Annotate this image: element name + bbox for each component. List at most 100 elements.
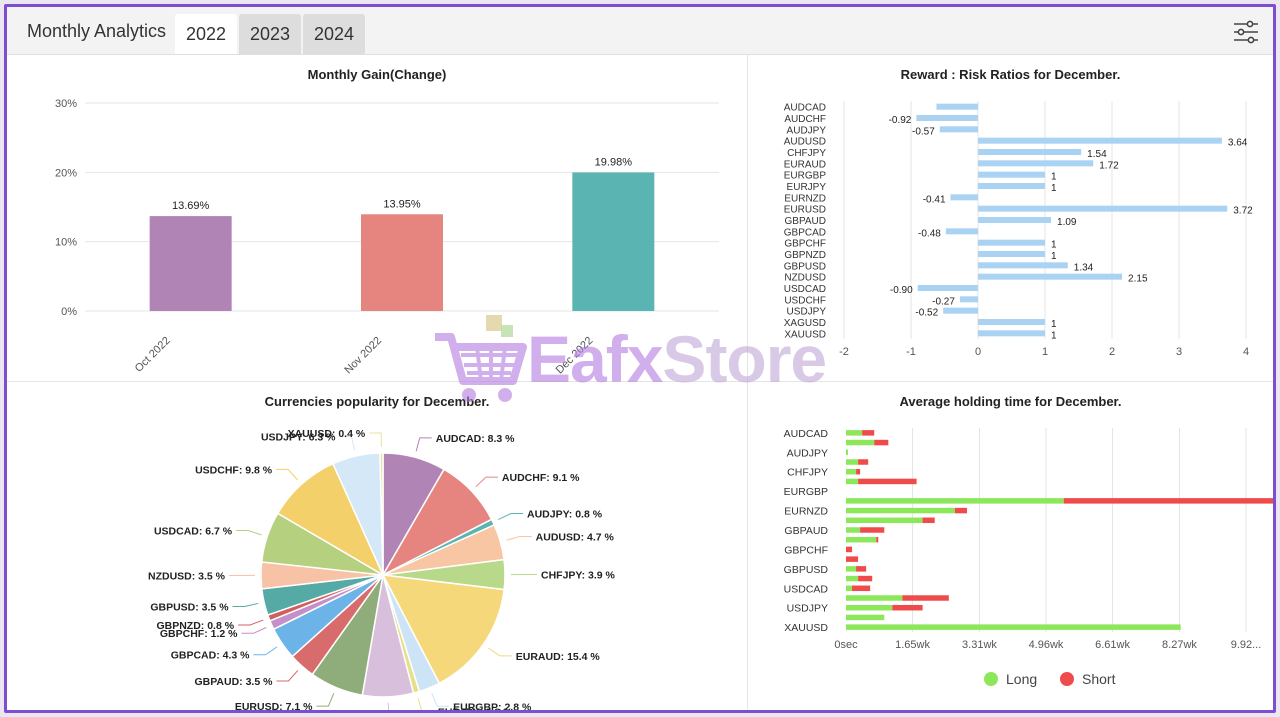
- pie-slice-label: XAUUSD: 0.4 %: [288, 428, 366, 440]
- rr-bar-data-label: 1: [1051, 240, 1057, 251]
- pie-slice-label: EURGBP: 2.8 %: [453, 701, 532, 712]
- hold-bar-long: [846, 439, 875, 446]
- pie-chart-title: Currencies popularity for December.: [264, 394, 490, 409]
- rr-bar-data-label: 3.72: [1233, 206, 1253, 217]
- hold-bar-short: [954, 507, 967, 514]
- hold-xtick-label: 8.27wk: [1162, 639, 1197, 651]
- rr-category-label: EURGBP: [784, 171, 827, 182]
- rr-bar: [978, 239, 1045, 246]
- pie-slice: [276, 462, 385, 577]
- rr-category-label: XAUUSD: [784, 329, 826, 340]
- gain-panel: Monthly Gain(Change) 0% 10% 20% 30% 13.69% Oc…: [7, 55, 747, 381]
- rr-bar: [978, 160, 1094, 167]
- hold-xtick-label: 0sec: [834, 639, 858, 651]
- pie-connector-line: [475, 476, 498, 488]
- pie-slice-label: USDCHF: 9.8 %: [195, 464, 273, 476]
- pie-slice: [379, 452, 384, 576]
- pie-slice-label: GBPCHF: 1.2 %: [160, 628, 238, 640]
- hold-bar-short: [874, 439, 889, 446]
- rr-category-label: EURJPY: [787, 182, 827, 193]
- rr-bar-data-label: 1.72: [1099, 160, 1119, 171]
- legend-short-label: Short: [1082, 671, 1116, 687]
- hold-bar-long: [846, 536, 877, 543]
- pie-slice-label: AUDCHF: 9.1 %: [502, 472, 580, 484]
- hold-bar-short: [862, 430, 875, 436]
- rr-category-label: USDCHF: [784, 295, 826, 306]
- pie-connector-line: [316, 692, 335, 707]
- hold-category-label: USDJPY: [787, 603, 828, 615]
- rr-category-label: GBPAUD: [785, 216, 827, 227]
- rr-bar: [978, 149, 1082, 155]
- rr-bar: [916, 115, 978, 121]
- rr-bar-data-label: -0.48: [918, 228, 941, 239]
- hold-bar-short: [860, 527, 885, 533]
- hold-bar-long: [846, 527, 861, 533]
- hold-xtick-label: 6.61wk: [1095, 639, 1130, 651]
- pie-connector-line: [241, 627, 267, 634]
- panel-divider-horizontal: [7, 381, 1273, 382]
- rr-category-label: GBPCHF: [784, 239, 826, 250]
- sliders-icon: [1234, 20, 1258, 44]
- pie-connector-line: [339, 436, 356, 451]
- pie-connector-line: [276, 468, 298, 481]
- rr-xtick-label: 4: [1243, 346, 1249, 358]
- panel-divider-vertical: [747, 55, 748, 710]
- hold-category-label: EURNZD: [784, 506, 828, 518]
- legend-long[interactable]: Long: [984, 671, 1037, 687]
- tab-2024[interactable]: 2024: [303, 14, 365, 54]
- rr-bar: [978, 171, 1045, 178]
- rr-xtick-label: 3: [1176, 346, 1182, 358]
- rr-bar: [978, 330, 1045, 337]
- rr-bar-data-label: -0.52: [915, 308, 938, 319]
- pie-connector-line: [498, 513, 523, 521]
- tab-2022[interactable]: 2022: [175, 14, 237, 54]
- pie-slice-label: GBPAUD: 3.5 %: [194, 676, 273, 688]
- pie-connector-line: [506, 536, 532, 541]
- hold-xtick-label: 3.31wk: [962, 639, 997, 651]
- legend-short[interactable]: Short: [1060, 671, 1115, 687]
- pie-slice-label: CHFJPY: 3.9 %: [541, 570, 616, 582]
- hold-bar-long: [846, 507, 955, 514]
- hold-bar-short: [858, 575, 873, 582]
- hold-panel: Average holding time for December. 0sec 1…: [748, 382, 1273, 710]
- pie-slice-label: AUDJPY: 0.8 %: [527, 509, 603, 521]
- page-title: Monthly Analytics: [27, 21, 167, 41]
- rr-category-label: XAGUSD: [784, 318, 826, 329]
- rr-bar-data-label: 1: [1051, 172, 1057, 183]
- rr-category-label: GBPCAD: [784, 227, 826, 238]
- rr-category-label: EURAUD: [784, 159, 826, 170]
- gain-bar-data-label: 13.69%: [172, 200, 210, 212]
- hold-bar-long: [846, 585, 853, 592]
- top-bar: Monthly Analytics 2022 2023 2024: [7, 7, 1273, 55]
- hold-bar-long: [846, 430, 863, 436]
- rr-bar: [943, 307, 978, 314]
- hold-bar-long: [846, 624, 1181, 630]
- rr-category-label: AUDCHF: [784, 114, 826, 125]
- hold-bar-short: [852, 585, 871, 592]
- rr-bar-data-label: -0.27: [932, 296, 955, 307]
- rr-bar: [978, 319, 1045, 325]
- tab-2023[interactable]: 2023: [239, 14, 301, 54]
- hold-bar-long: [846, 614, 885, 621]
- rr-xtick-label: -1: [906, 346, 916, 358]
- hold-category-label: CHFJPY: [787, 467, 828, 479]
- pie-slice-label: EURJPY: 0.8 %: [438, 707, 513, 712]
- rr-xtick-label: 2: [1109, 346, 1115, 358]
- hold-category-label: EURGBP: [784, 486, 828, 498]
- rr-category-label: AUDCAD: [784, 103, 826, 114]
- gain-xtick-label: Oct 2022: [133, 335, 173, 375]
- rr-bar-data-label: 1: [1051, 319, 1057, 330]
- pie-slice-label: AUDUSD: 4.7 %: [536, 532, 615, 544]
- rr-bar: [978, 137, 1222, 144]
- gain-chart: 0% 10% 20% 30% 13.69% Oct 2022 13.95% Nov 2022 1…: [55, 98, 719, 376]
- settings-button[interactable]: [1233, 19, 1259, 45]
- rr-category-label: AUDJPY: [787, 125, 827, 136]
- gain-ytick-label: 30%: [55, 98, 77, 110]
- hold-bar-long: [846, 566, 857, 572]
- hold-category-label: XAUUSD: [784, 622, 828, 634]
- pie-connector-line: [369, 432, 382, 448]
- hold-bar-short: [876, 536, 879, 543]
- rr-panel: Reward : Risk Ratios for December. -2 -1 0…: [748, 55, 1273, 381]
- rr-bar-data-label: 1: [1051, 183, 1057, 194]
- pie-slice-label: EURUSD: 7.1 %: [235, 701, 313, 712]
